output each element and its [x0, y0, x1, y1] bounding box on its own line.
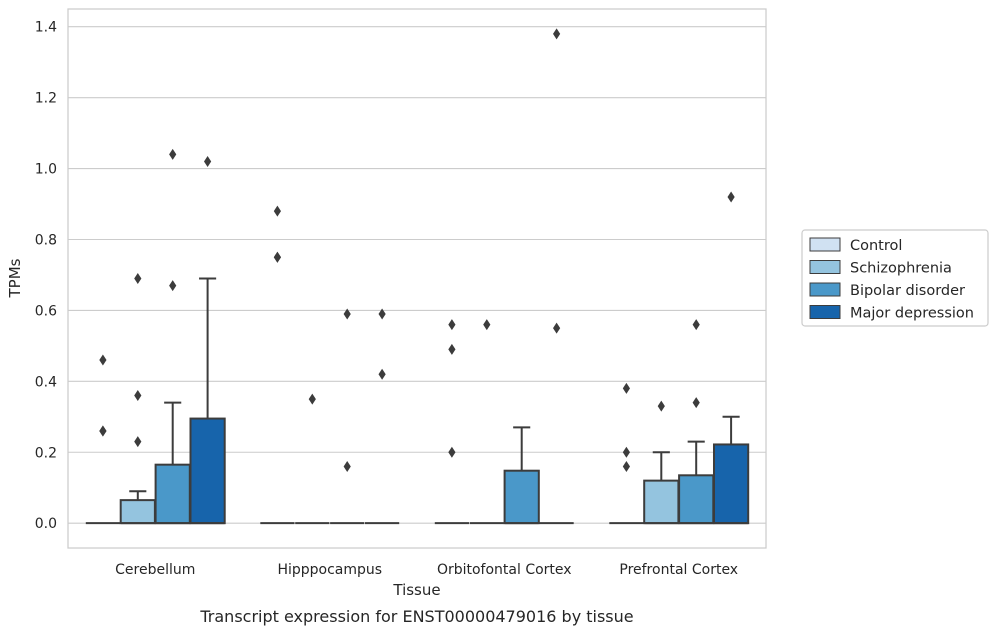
box-0-0	[85, 354, 121, 525]
x-tick-label: Orbitofontal Cortex	[437, 562, 572, 578]
box-1-3	[364, 308, 400, 525]
box-layer	[85, 28, 750, 525]
box-2-3	[539, 28, 574, 525]
plot-frame	[67, 8, 767, 549]
box-body	[712, 443, 750, 525]
legend-label: Bipolar disorder	[850, 283, 965, 299]
outlier-point	[483, 319, 491, 331]
gridlines	[68, 26, 766, 524]
outlier-point	[448, 446, 456, 458]
outlier-point	[308, 393, 316, 405]
box-0-2	[154, 148, 191, 525]
box-0-3	[189, 155, 226, 525]
y-tick-label: 1.2	[35, 91, 57, 107]
box-body	[119, 499, 156, 525]
legend-swatch	[809, 260, 841, 274]
box-2-2	[503, 426, 540, 525]
y-axis-label: TPMs	[6, 258, 24, 298]
outlier-point	[378, 308, 386, 320]
x-tick-label: Cerebellum	[115, 562, 195, 578]
outlier-point	[204, 155, 212, 167]
outlier-point	[448, 319, 456, 331]
x-axis-label: Tissue	[392, 581, 440, 599]
outlier-point	[343, 460, 351, 472]
box-body	[678, 474, 715, 525]
outlier-point	[99, 354, 107, 366]
outlier-point	[622, 446, 630, 458]
outlier-point	[378, 368, 386, 380]
legend-swatch	[809, 282, 841, 297]
legend-swatch	[809, 237, 841, 252]
outlier-point	[692, 397, 700, 409]
outlier-point	[169, 280, 177, 292]
box-body	[189, 417, 226, 525]
y-tick-label: 0.4	[35, 374, 57, 390]
box-3-3	[712, 191, 750, 525]
y-tick-label: 0.0	[35, 516, 57, 532]
box-1-1	[295, 393, 330, 525]
y-axis-ticks: 0.0 0.2 0.4 0.6 0.8 1.0 1.2 1.4	[35, 20, 57, 532]
y-tick-label: 0.6	[35, 303, 57, 319]
legend-swatch	[809, 305, 841, 319]
x-axis-ticks: Cerebellum Hipppocampus Orbitofontal Corte…	[115, 562, 738, 578]
box-1-2	[330, 308, 365, 525]
x-tick-label: Prefrontal Cortex	[619, 562, 738, 578]
box-3-1	[643, 400, 680, 525]
outlier-point	[343, 308, 351, 320]
outlier-point	[134, 436, 142, 448]
outlier-point	[553, 28, 561, 40]
x-tick-label: Hipppocampus	[277, 562, 382, 578]
outlier-point	[273, 251, 281, 263]
outlier-point	[448, 343, 456, 355]
box-body	[643, 479, 680, 525]
outlier-point	[134, 273, 142, 284]
chart-caption: Transcript expression for ENST0000047901…	[199, 607, 633, 626]
outlier-point	[553, 322, 561, 334]
outlier-point	[692, 319, 700, 331]
box-2-1	[469, 319, 504, 525]
box-body	[154, 463, 191, 525]
y-tick-label: 1.4	[35, 20, 57, 36]
outlier-point	[273, 205, 281, 217]
legend-label: Major depression	[850, 306, 974, 322]
box-3-0	[609, 382, 644, 525]
box-2-0	[434, 319, 470, 525]
box-body	[503, 469, 540, 525]
outlier-point	[657, 400, 665, 412]
y-tick-label: 1.0	[35, 162, 57, 178]
legend-label: Control	[850, 238, 902, 254]
y-tick-label: 0.2	[35, 445, 57, 461]
y-tick-label: 0.8	[35, 232, 57, 248]
outlier-point	[727, 191, 735, 203]
outlier-point	[622, 382, 630, 394]
legend-frame	[801, 229, 989, 327]
box-1-0	[260, 205, 295, 525]
outlier-point	[99, 425, 107, 437]
legend-label: Schizophrenia	[850, 261, 952, 277]
legend: Control Schizophrenia Bipolar disorder Majo…	[801, 229, 989, 327]
outlier-point	[134, 390, 142, 402]
outlier-point	[622, 460, 630, 472]
outlier-point	[169, 148, 177, 160]
box-3-2	[678, 319, 715, 525]
